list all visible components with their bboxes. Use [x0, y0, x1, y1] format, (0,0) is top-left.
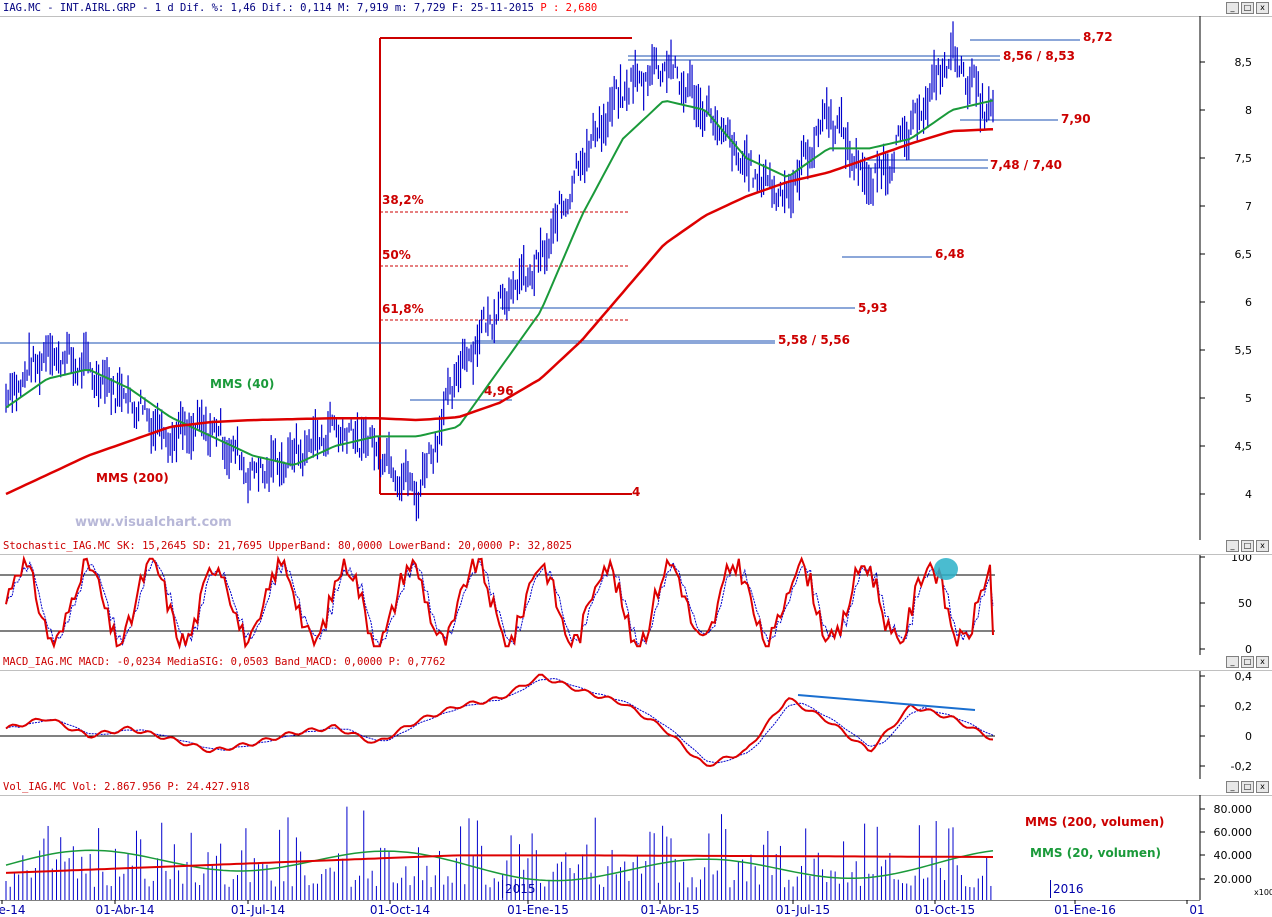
vol-panel-header: Vol_IAG.MC Vol: 2.867.956 P: 24.427.918 … [0, 779, 1272, 796]
axis-tick-label: 6 [1245, 296, 1252, 309]
axis-tick-label: 8,5 [1235, 56, 1253, 69]
fib-base-label: 4 [632, 485, 640, 499]
x-tick-label: 01-Oct-14 [370, 903, 430, 917]
maximize-button[interactable]: □ [1241, 2, 1254, 14]
axis-tick-label: 5 [1245, 392, 1252, 405]
vol-mms20-label: MMS (20, volumen) [1030, 846, 1161, 860]
minimize-button[interactable]: _ [1226, 2, 1239, 14]
vol-header-text: Vol_IAG.MC Vol: 2.867.956 P: 24.427.918 [3, 781, 250, 793]
axis-tick-label: 100 [1231, 555, 1252, 564]
stoch-close-button[interactable]: x [1256, 540, 1269, 552]
vol-mms200-label: MMS (200, volumen) [1025, 815, 1164, 829]
macd-panel-header: MACD_IAG.MC MACD: -0,0234 MediaSIG: 0,05… [0, 654, 1272, 671]
level-790-label: 7,90 [1061, 112, 1091, 126]
vol-maximize-button[interactable]: □ [1241, 781, 1254, 793]
mms200-line [5, 127, 994, 496]
mms40-line [5, 99, 994, 466]
year-2016-label: 2016 [1053, 882, 1084, 896]
vol-mms20-line [5, 849, 994, 882]
stoch-panel-header: Stochastic_IAG.MC SK: 15,2645 SD: 21,769… [0, 538, 1272, 555]
axis-tick-label: 4,5 [1235, 440, 1253, 453]
stoch-sk-line [5, 555, 994, 650]
x-tick-label: 01-Jul-14 [231, 903, 285, 917]
axis-tick-label: 0,2 [1235, 700, 1253, 713]
mms200-label: MMS (200) [96, 471, 169, 485]
year-2016-marker: 2016 [1050, 880, 1084, 898]
axis-tick-label: 7 [1245, 200, 1252, 213]
level-593-label: 5,93 [858, 301, 888, 315]
axis-tick-label: 8 [1245, 104, 1252, 117]
x-tick-label: 01-Abr-14 [96, 903, 155, 917]
axis-tick-label: 40.000 [1214, 849, 1253, 862]
level-856-label: 8,56 / 8,53 [1003, 49, 1075, 63]
time-axis-ticks: e-14 01-Abr-14 01-Jul-14 01-Oct-14 01-Ene-15… [0, 900, 1205, 917]
macd-line [5, 673, 994, 768]
stoch-sd-line [5, 557, 994, 648]
volume-bars [5, 806, 992, 900]
axis-tick-label: 20.000 [1214, 873, 1253, 886]
year-2015-label: 2015 [505, 882, 536, 896]
watermark: www.visualchart.com [75, 515, 232, 530]
x-tick-label: e-14 [0, 903, 25, 917]
axis-tick-label: 4 [1245, 488, 1252, 501]
price-chart[interactable]: 8,5 8 7,5 7 6,5 6 5,5 5 4,5 4 38,2% 50% 61,8% 4 8… [0, 16, 1272, 556]
level-lines [0, 39, 1080, 401]
level-872-label: 8,72 [1083, 30, 1113, 44]
macd-signal-line [5, 678, 994, 764]
time-axis: e-14 01-Abr-14 01-Jul-14 01-Oct-14 01-Ene-15… [0, 900, 1205, 917]
axis-tick-label: 60.000 [1214, 826, 1253, 839]
x-tick-label: 01-Ene-15 [507, 903, 569, 917]
price-axis: 8,5 8 7,5 7 6,5 6 5,5 5 4,5 4 [1200, 56, 1252, 501]
axis-tick-label: 0,4 [1235, 671, 1253, 683]
stoch-highlight-marker [934, 558, 958, 580]
macd-header-text: MACD_IAG.MC MACD: -0,0234 MediaSIG: 0,05… [3, 656, 446, 668]
price-panel-header: IAG.MC - INT.AIRL.GRP - 1 d Dif. %: 1,46… [0, 0, 1272, 17]
price-bars [5, 21, 994, 522]
volume-chart[interactable]: 80.000 60.000 40.000 20.000 MMS (200, volum… [0, 795, 1272, 900]
axis-tick-label: 0 [1245, 730, 1252, 743]
level-496-label: 4,96 [484, 384, 514, 398]
axis-tick-label: 50 [1238, 597, 1252, 610]
stoch-header-text: Stochastic_IAG.MC SK: 15,2645 SD: 21,769… [3, 540, 572, 552]
price-header-p: P : 2,680 [540, 2, 598, 14]
fib-618-label: 61,8% [382, 302, 424, 316]
vol-minimize-button[interactable]: _ [1226, 781, 1239, 793]
year-2015-marker: 2015 [502, 880, 536, 898]
x-tick-label: 01 [1189, 903, 1204, 917]
stoch-axis: 100 50 0 [1200, 555, 1252, 655]
stoch-minimize-button[interactable]: _ [1226, 540, 1239, 552]
axis-tick-label: 7,5 [1235, 152, 1253, 165]
mms40-label: MMS (40) [210, 377, 274, 391]
fibonacci-retracement [379, 37, 632, 495]
axis-tick-label: 80.000 [1214, 803, 1253, 816]
stochastic-chart[interactable]: 100 50 0 [0, 555, 1272, 655]
x-tick-label: 01-Ene-16 [1054, 903, 1116, 917]
macd-close-button[interactable]: x [1256, 656, 1269, 668]
axis-tick-label: 6,5 [1235, 248, 1253, 261]
macd-chart[interactable]: 0,4 0,2 0 -0,2 [0, 671, 1272, 779]
macd-minimize-button[interactable]: _ [1226, 656, 1239, 668]
axis-tick-label: 0 [1245, 643, 1252, 655]
axis-tick-label: 5,5 [1235, 344, 1253, 357]
axis-tick-label: -0,2 [1231, 760, 1252, 773]
x-tick-label: 01-Jul-15 [776, 903, 830, 917]
vol-mms200-line [5, 854, 993, 874]
x-tick-label: 01-Abr-15 [641, 903, 700, 917]
level-748-label: 7,48 / 7,40 [990, 158, 1062, 172]
fib-382-label: 38,2% [382, 193, 424, 207]
fib-50-label: 50% [382, 248, 411, 262]
close-button[interactable]: x [1256, 2, 1269, 14]
vol-units-label: x100 [1254, 888, 1272, 897]
macd-axis: 0,4 0,2 0 -0,2 [1200, 671, 1252, 773]
level-648-label: 6,48 [935, 247, 965, 261]
vol-close-button[interactable]: x [1256, 781, 1269, 793]
macd-maximize-button[interactable]: □ [1241, 656, 1254, 668]
x-tick-label: 01-Oct-15 [915, 903, 975, 917]
price-header-text: IAG.MC - INT.AIRL.GRP - 1 d Dif. %: 1,46… [3, 2, 535, 14]
stoch-maximize-button[interactable]: □ [1241, 540, 1254, 552]
level-558-label: 5,58 / 5,56 [778, 333, 850, 347]
macd-divergence-line [797, 694, 976, 711]
vol-axis: 80.000 60.000 40.000 20.000 [1200, 803, 1252, 886]
